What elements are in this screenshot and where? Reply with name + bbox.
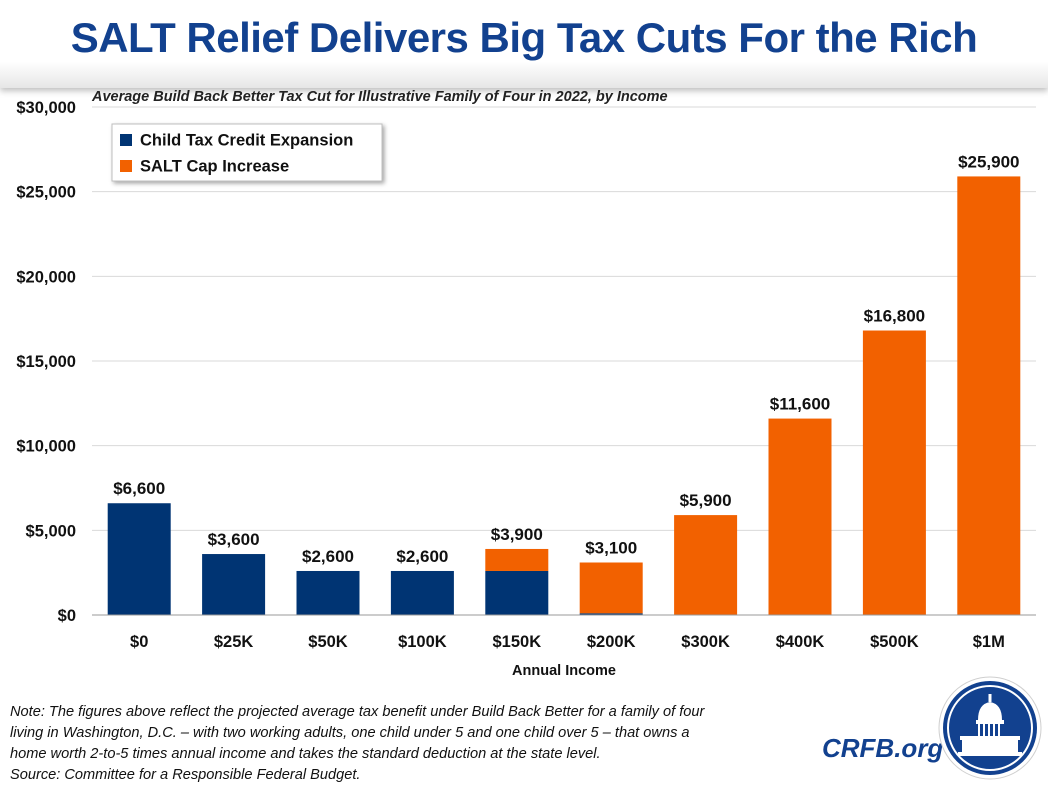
bar-salt-5 (579, 562, 643, 614)
x-tick-label: $200K (587, 633, 636, 651)
legend-swatch-salt (120, 160, 132, 172)
data-labels: $6,600 $3,600 $2,600 $2,600 $3,900 $3,100 $5,9… (113, 152, 1019, 566)
bar-salt-9 (957, 176, 1021, 615)
data-label: $2,600 (396, 547, 448, 566)
bar-salt-7 (768, 418, 832, 615)
data-label: $3,100 (585, 539, 637, 558)
legend-swatch-ctc (120, 134, 132, 146)
capitol-seal-icon (938, 676, 1042, 780)
legend-label-ctc: Child Tax Credit Expansion (140, 132, 353, 150)
brand-link[interactable]: CRFB.org (822, 733, 944, 763)
y-tick-label: $10,000 (16, 438, 76, 456)
y-tick-label: $15,000 (16, 353, 76, 371)
data-label: $3,600 (208, 530, 260, 549)
x-tick-label: $500K (870, 633, 919, 651)
bar-salt-8 (862, 330, 926, 615)
y-axis-ticks: $0 $5,000 $10,000 $15,000 $20,000 $25,000 $30,… (16, 99, 76, 625)
bar-salt-6 (674, 515, 738, 615)
y-tick-label: $0 (58, 607, 76, 625)
legend-box (111, 123, 383, 182)
x-tick-label: $400K (776, 633, 825, 651)
page-title: SALT Relief Delivers Big Tax Cuts For th… (70, 14, 978, 61)
x-axis-ticks: $0 $25K $50K $100K $150K $200K $300K $400K $500K… (130, 633, 1005, 651)
x-tick-label: $0 (130, 633, 148, 651)
bar-ctc-0 (107, 503, 171, 615)
bar-ctc-2 (296, 570, 360, 615)
x-axis-title: Annual Income (512, 663, 616, 679)
x-tick-label: $25K (214, 633, 254, 651)
data-label: $5,900 (680, 491, 732, 510)
bar-ctc-4 (485, 570, 549, 615)
data-label: $11,600 (770, 395, 831, 414)
y-tick-label: $30,000 (16, 99, 76, 117)
legend-label-salt: SALT Cap Increase (140, 158, 289, 176)
data-label: $16,800 (864, 307, 925, 326)
x-tick-label: $100K (398, 633, 447, 651)
y-tick-label: $25,000 (16, 184, 76, 202)
chart-subtitle: Average Build Back Better Tax Cut for Il… (92, 89, 668, 105)
note-line: Note: The figures above reflect the proj… (10, 704, 705, 720)
footnote: Note: The figures above reflect the proj… (10, 702, 810, 786)
bars (107, 176, 1021, 615)
data-label: $25,900 (958, 152, 1019, 171)
note-line: living in Washington, D.C. – with two wo… (10, 725, 690, 741)
bar-ctc-5 (579, 613, 643, 615)
y-tick-label: $20,000 (16, 268, 76, 286)
bar-salt-4 (485, 548, 549, 571)
note-line: home worth 2-to-5 times annual income an… (10, 746, 601, 762)
data-label: $3,900 (491, 525, 543, 544)
legend: Child Tax Credit Expansion SALT Cap Incr… (111, 123, 383, 182)
x-tick-label: $150K (492, 633, 541, 651)
x-tick-label: $300K (681, 633, 730, 651)
bar-ctc-1 (202, 554, 266, 615)
bar-ctc-3 (390, 570, 454, 615)
data-label: $2,600 (302, 547, 354, 566)
bar-chart: $0 $5,000 $10,000 $15,000 $20,000 $25,000 $30,… (16, 99, 1036, 679)
header-bar: SALT Relief Delivers Big Tax Cuts For th… (0, 0, 1048, 88)
y-tick-label: $5,000 (26, 522, 76, 540)
note-line: Source: Committee for a Responsible Fede… (10, 767, 361, 783)
x-tick-label: $50K (308, 633, 348, 651)
x-tick-label: $1M (973, 633, 1005, 651)
data-label: $6,600 (113, 479, 165, 498)
